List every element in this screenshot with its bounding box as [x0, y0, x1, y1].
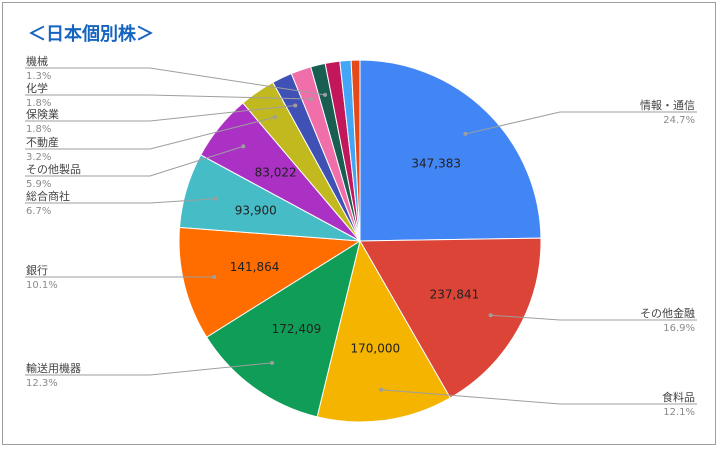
slice-value-label: 93,900 — [235, 203, 277, 217]
leader-line — [381, 389, 697, 405]
pie-slice-13 — [350, 59, 361, 242]
slice-percent-label: 1.8% — [26, 98, 51, 109]
chart-title: ＜日本個別株＞ — [28, 24, 154, 45]
slice-category-label: その他金融 — [640, 306, 695, 320]
pie-slice-0 — [359, 59, 542, 242]
slice-value-label: 347,383 — [411, 157, 461, 171]
slice-percent-label: 24.7% — [663, 115, 695, 126]
slice-category-label: 食料品 — [662, 390, 695, 404]
slice-percent-label: 16.9% — [663, 323, 695, 334]
slice-percent-label: 1.8% — [26, 124, 51, 135]
leader-line — [25, 198, 216, 204]
slice-category-label: 銀行 — [26, 263, 48, 277]
slice-category-label: 総合商社 — [26, 189, 70, 203]
leader-line — [25, 362, 273, 376]
slice-category-label: その他製品 — [26, 162, 81, 176]
slice-value-label: 83,022 — [255, 166, 297, 180]
leader-line — [25, 116, 275, 150]
slice-category-label: 化学 — [26, 81, 48, 95]
slice-value-label: 172,409 — [272, 322, 322, 336]
slice-percent-label: 3.2% — [26, 152, 51, 163]
pie-slice-3 — [205, 239, 361, 418]
leader-line — [465, 111, 697, 135]
slice-category-label: 不動産 — [26, 135, 59, 149]
leader-line — [25, 145, 244, 177]
pie-slice-4 — [178, 226, 362, 338]
pie-slice-1 — [359, 237, 542, 399]
slice-category-label: 情報・通信 — [640, 99, 695, 112]
leader-line — [25, 104, 296, 122]
slice-percent-label: 10.1% — [26, 280, 58, 291]
slice-category-label: 機械 — [26, 54, 48, 68]
slice-percent-label: 12.3% — [26, 378, 58, 389]
slice-category-label: 輸送用機器 — [26, 361, 81, 375]
pie-slice-2 — [316, 239, 451, 423]
slice-value-label: 141,864 — [230, 260, 280, 274]
leader-line — [490, 314, 697, 321]
slice-percent-label: 12.1% — [663, 407, 695, 418]
slice-percent-label: 5.9% — [26, 179, 51, 190]
slice-value-label: 170,000 — [350, 342, 400, 356]
leader-line — [25, 67, 326, 96]
leader-line — [25, 94, 311, 100]
slice-value-label: 237,841 — [430, 288, 480, 302]
slice-percent-label: 1.3% — [26, 71, 51, 82]
slice-percent-label: 6.7% — [26, 206, 51, 217]
slice-category-label: 保険業 — [26, 107, 59, 121]
